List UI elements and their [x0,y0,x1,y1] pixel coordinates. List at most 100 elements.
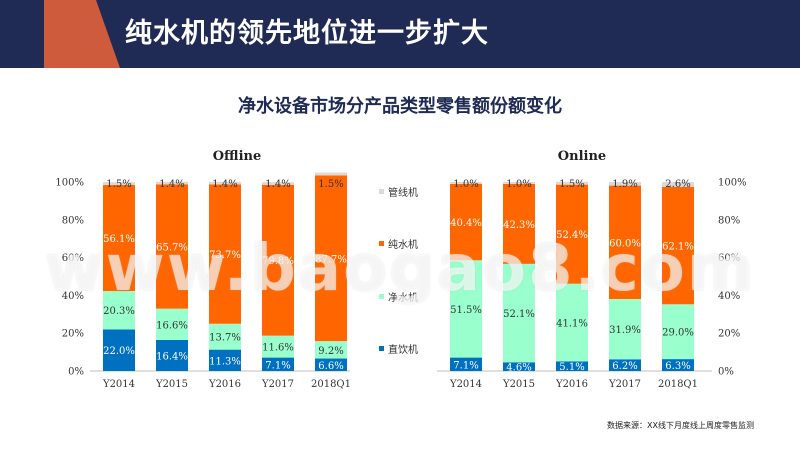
data-label-0-3-0: 7.1% [265,360,290,371]
legend-swatch-pipe [379,189,384,194]
data-label-0-3-1: 11.6% [262,343,294,354]
bar-segment-0-1-0 [156,340,188,371]
data-label-1-4-3: 2.6% [665,179,690,190]
page-title: 纯水机的领先地位进一步扩大 [125,18,489,49]
bar-segment-0-3-3 [262,182,294,185]
data-label-0-3-2: 79.8% [262,256,294,267]
bar-segment-1-3-3 [609,182,641,186]
bar-segment-1-0-2 [450,183,482,261]
y-tick-label-1: 40% [718,291,740,302]
legend-swatch-direct [379,346,384,351]
chart-title-1: Online [558,149,606,164]
x-tick-label-1: Y2016 [555,379,588,390]
x-tick-label-1: 2018Q1 [658,379,698,390]
data-label-1-2-3: 1.5% [559,179,584,190]
y-tick-label-0: 100% [55,178,84,189]
bar-segment-0-2-3 [209,181,241,185]
data-label-0-0-2: 56.1% [103,234,135,245]
data-label-1-0-2: 40.4% [450,218,482,229]
bar-segment-0-4-3 [315,172,347,176]
data-label-1-3-1: 31.9% [609,325,641,336]
bar-segment-0-4-1 [315,341,347,359]
data-label-0-4-3: 1.5% [318,179,343,190]
data-label-1-2-1: 41.1% [556,319,588,330]
bar-segment-1-0-1 [450,260,482,358]
bar-segment-1-4-3 [662,182,694,187]
y-tick-label-1: 60% [718,253,740,264]
bar-segment-1-0-0 [450,357,482,371]
x-tick-label-0: Y2017 [261,379,294,390]
data-label-1-0-0: 7.1% [453,360,478,371]
x-tick-label-1: Y2017 [608,379,641,390]
data-label-0-4-2: 87.7% [315,254,347,265]
bar-segment-0-0-2 [103,185,135,292]
x-tick-label-1: Y2015 [502,379,535,390]
data-label-1-1-1: 52.1% [503,309,535,320]
bar-segment-0-0-3 [103,182,135,186]
chart-title-0: Offline [213,149,262,164]
data-label-1-4-1: 29.0% [662,328,694,339]
y-tick-label-0: 40% [62,291,84,302]
data-label-0-2-0: 11.3% [209,356,241,367]
bar-segment-1-1-0 [503,362,535,371]
bar-segment-0-3-0 [262,357,294,371]
data-label-0-1-3: 1.4% [159,179,184,190]
bar-segment-0-4-2 [315,175,347,342]
data-label-0-4-0: 6.6% [318,361,343,372]
bar-segment-1-4-1 [662,304,694,360]
bar-segment-1-3-2 [609,185,641,299]
legend-swatch-purifier [379,294,384,299]
bar-segment-0-2-0 [209,349,241,371]
legend-label-pipe: 管线机 [388,186,418,199]
data-label-1-0-1: 51.5% [450,305,482,316]
bar-segment-0-4-0 [315,358,347,371]
data-label-0-1-0: 16.4% [156,352,188,363]
y-tick-label-1: 0% [718,367,734,378]
data-label-0-0-1: 20.3% [103,306,135,317]
data-label-0-2-3: 1.4% [212,179,237,190]
data-label-1-1-3: 1.0% [506,179,531,190]
bar-segment-1-2-3 [556,181,588,185]
x-tick-label-1: Y2014 [449,379,482,390]
data-label-0-0-3: 1.5% [106,179,131,190]
x-tick-label-0: Y2014 [102,379,135,390]
x-tick-label-0: Y2016 [208,379,241,390]
y-tick-label-1: 20% [718,329,740,340]
chart-subtitle: 净水设备市场分产品类型零售额份额变化 [238,96,562,117]
legend-label-direct: 直饮机 [388,343,418,356]
data-label-1-2-0: 5.1% [559,362,584,373]
bar-segment-1-2-1 [556,283,588,362]
data-label-0-2-2: 73.7% [209,250,241,261]
x-tick-label-0: Y2015 [155,379,188,390]
header-bar [0,0,800,68]
bar-segment-1-0-3 [450,182,482,184]
data-label-1-2-2: 52.4% [556,230,588,241]
data-label-1-3-0: 6.2% [612,361,637,372]
x-tick-label-0: 2018Q1 [311,379,351,390]
bar-segment-1-3-1 [609,298,641,360]
data-label-0-4-1: 9.2% [318,346,343,357]
bar-segment-0-0-0 [103,329,135,371]
legend-swatch-pure [379,241,384,246]
bar-segment-0-0-1 [103,291,135,330]
bar-segment-1-2-2 [556,184,588,284]
y-tick-label-1: 80% [718,215,740,226]
data-label-1-1-2: 42.3% [503,220,535,231]
source-note: 数据来源：XX线下月度线上周度零售监测 [607,421,754,430]
bar-segment-1-4-0 [662,359,694,371]
legend-label-purifier: 净水机 [388,291,418,304]
data-label-1-3-2: 60.0% [609,238,641,249]
y-tick-label-0: 80% [62,215,84,226]
y-tick-label-0: 60% [62,253,84,264]
bar-segment-1-4-2 [662,186,694,305]
data-label-0-1-1: 16.6% [156,320,188,331]
bar-segment-1-1-3 [503,182,535,184]
bar-segment-1-3-0 [609,359,641,371]
bar-segment-0-2-1 [209,323,241,350]
data-label-0-1-2: 65.7% [156,243,188,254]
data-label-0-0-0: 22.0% [103,346,135,357]
bar-segment-1-1-1 [503,263,535,363]
y-tick-label-0: 20% [62,329,84,340]
bar-segment-0-2-2 [209,184,241,324]
bar-segment-0-1-1 [156,308,188,341]
